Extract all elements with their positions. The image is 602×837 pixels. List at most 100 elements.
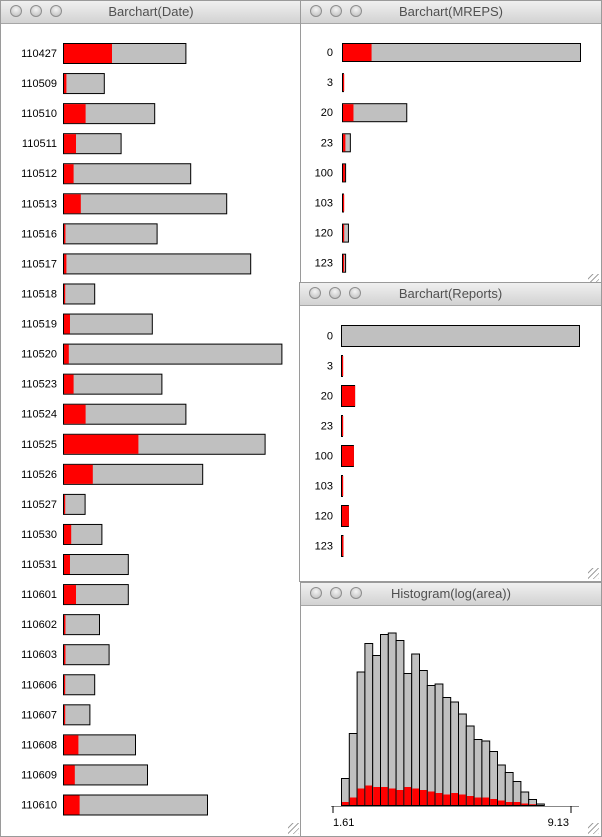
selected-bar[interactable] bbox=[342, 356, 344, 376]
selected-bin[interactable] bbox=[513, 802, 521, 805]
selected-bar[interactable] bbox=[343, 254, 345, 272]
minimize-button[interactable] bbox=[330, 587, 342, 599]
selected-bar[interactable] bbox=[64, 104, 86, 124]
total-bar[interactable] bbox=[63, 193, 228, 215]
histogram-bin[interactable] bbox=[528, 799, 537, 806]
selected-bar[interactable] bbox=[342, 506, 349, 526]
resize-grip[interactable] bbox=[288, 823, 299, 834]
selected-bar[interactable] bbox=[64, 374, 74, 394]
selected-bin[interactable] bbox=[521, 803, 529, 806]
histogram-bin[interactable] bbox=[434, 683, 444, 806]
selected-bar[interactable] bbox=[64, 555, 70, 575]
selected-bar[interactable] bbox=[64, 765, 75, 785]
total-bar[interactable] bbox=[342, 133, 351, 153]
selected-bin[interactable] bbox=[388, 788, 396, 806]
total-bar[interactable] bbox=[63, 614, 100, 636]
selected-bar[interactable] bbox=[64, 615, 66, 635]
histogram-bin[interactable] bbox=[536, 803, 545, 806]
total-bar[interactable] bbox=[63, 133, 122, 155]
close-button[interactable] bbox=[310, 587, 322, 599]
total-bar[interactable] bbox=[342, 223, 349, 243]
total-bar[interactable] bbox=[63, 283, 96, 305]
selected-bin[interactable] bbox=[451, 793, 458, 805]
mreps-barchart[interactable]: 0 3 20 23 100 103 120 123 bbox=[301, 23, 601, 287]
log-area-histogram[interactable]: 1.61 9.13 bbox=[301, 605, 601, 836]
selected-bin[interactable] bbox=[396, 790, 404, 805]
selected-bar[interactable] bbox=[64, 524, 72, 544]
total-bar[interactable] bbox=[63, 523, 103, 545]
histogram-bin[interactable] bbox=[348, 733, 358, 806]
total-bar[interactable] bbox=[63, 794, 208, 816]
selected-bin[interactable] bbox=[459, 794, 466, 806]
histogram-bin[interactable] bbox=[364, 643, 374, 806]
selected-bar[interactable] bbox=[343, 74, 345, 92]
selected-bin[interactable] bbox=[498, 800, 505, 806]
total-bar[interactable] bbox=[63, 554, 129, 576]
zoom-button[interactable] bbox=[50, 5, 62, 17]
histogram-bin[interactable] bbox=[356, 671, 366, 806]
selected-bar[interactable] bbox=[64, 675, 66, 695]
histogram-bin[interactable] bbox=[419, 670, 428, 806]
histogram-window-titlebar[interactable]: Histogram(log(area)) bbox=[301, 583, 601, 606]
histogram-bin[interactable] bbox=[481, 740, 491, 806]
minimize-button[interactable] bbox=[30, 5, 42, 17]
selected-bar[interactable] bbox=[64, 44, 112, 63]
total-bar[interactable] bbox=[63, 644, 110, 666]
total-bar[interactable] bbox=[342, 103, 408, 123]
date-window-titlebar[interactable]: Barchart(Date) bbox=[1, 1, 301, 24]
histogram-bin[interactable] bbox=[411, 653, 420, 806]
histogram-bin[interactable] bbox=[387, 632, 397, 806]
selected-bar[interactable] bbox=[342, 476, 344, 496]
selected-bin[interactable] bbox=[490, 799, 497, 805]
selected-bar[interactable] bbox=[64, 224, 66, 244]
selected-bin[interactable] bbox=[427, 791, 435, 806]
selected-bar[interactable] bbox=[64, 645, 66, 665]
zoom-button[interactable] bbox=[349, 287, 361, 299]
selected-bar[interactable] bbox=[64, 735, 79, 755]
histogram-bin[interactable] bbox=[465, 725, 475, 806]
total-bar[interactable] bbox=[63, 73, 105, 95]
selected-bar[interactable] bbox=[64, 434, 139, 454]
histogram-bin[interactable] bbox=[450, 701, 459, 806]
total-bar[interactable] bbox=[63, 674, 96, 696]
minimize-button[interactable] bbox=[330, 5, 342, 17]
selected-bar[interactable] bbox=[64, 314, 70, 334]
total-bar[interactable] bbox=[63, 584, 129, 606]
selected-bar[interactable] bbox=[64, 194, 81, 214]
histogram-bin[interactable] bbox=[504, 772, 514, 806]
selected-bar[interactable] bbox=[342, 386, 356, 406]
selected-bin[interactable] bbox=[381, 787, 388, 805]
total-bar[interactable] bbox=[63, 373, 163, 395]
histogram-bin[interactable] bbox=[372, 655, 381, 806]
selected-bin[interactable] bbox=[412, 788, 419, 806]
total-bar[interactable] bbox=[63, 403, 187, 425]
selected-bar[interactable] bbox=[343, 104, 354, 122]
selected-bar[interactable] bbox=[64, 254, 67, 274]
total-bar[interactable] bbox=[341, 325, 580, 347]
selected-bin[interactable] bbox=[529, 804, 536, 805]
histogram-bin[interactable] bbox=[403, 673, 413, 806]
histogram-bin[interactable] bbox=[473, 739, 483, 806]
selected-bar[interactable] bbox=[64, 795, 80, 815]
close-button[interactable] bbox=[309, 287, 321, 299]
selected-bar[interactable] bbox=[64, 284, 66, 304]
close-button[interactable] bbox=[310, 5, 322, 17]
histogram-bin[interactable] bbox=[489, 751, 498, 806]
total-bar[interactable] bbox=[63, 163, 192, 185]
selected-bin[interactable] bbox=[420, 790, 427, 805]
selected-bin[interactable] bbox=[373, 787, 380, 805]
selected-bin[interactable] bbox=[443, 794, 451, 806]
selected-bin[interactable] bbox=[342, 802, 349, 805]
selected-bin[interactable] bbox=[349, 797, 357, 806]
date-barchart[interactable]: 110427 110509 110510 110511 110512 110513 1105… bbox=[1, 23, 301, 837]
selected-bin[interactable] bbox=[474, 797, 482, 806]
selected-bin[interactable] bbox=[365, 785, 373, 806]
histogram-bin[interactable] bbox=[520, 791, 530, 806]
selected-bar[interactable] bbox=[343, 134, 346, 152]
total-bar[interactable] bbox=[63, 493, 86, 515]
total-bar[interactable] bbox=[63, 253, 252, 275]
selected-bin[interactable] bbox=[404, 787, 412, 805]
total-bar[interactable] bbox=[63, 704, 91, 726]
mreps-window-titlebar[interactable]: Barchart(MREPS) bbox=[301, 1, 601, 24]
histogram-bin[interactable] bbox=[341, 778, 350, 806]
